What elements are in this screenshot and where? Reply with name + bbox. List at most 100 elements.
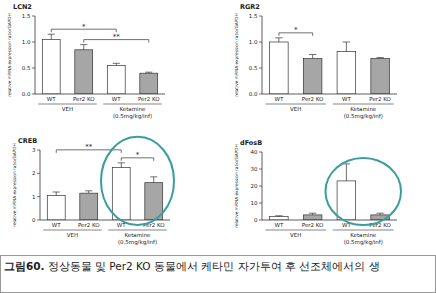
group-line: [108, 230, 167, 231]
group-label: Ketamine: [120, 106, 147, 112]
tick-label: 0.0: [22, 91, 31, 97]
group-label: VEH: [67, 232, 78, 238]
tick-label: 2: [32, 170, 36, 176]
highlight-ellipse: [101, 137, 174, 225]
tick-label: 1.5: [22, 13, 31, 19]
y-axis: [35, 16, 36, 94]
tick: [32, 42, 35, 43]
error-bar: [118, 163, 125, 168]
panel: LCN2relative mRNA expression ratio/GAPDH…: [7, 3, 165, 120]
error-bar: [376, 58, 383, 59]
tick-label: 0.0: [249, 91, 258, 97]
category-label: WT: [112, 96, 121, 102]
group-label: (0.5mg/kg/inf): [344, 113, 383, 120]
group-line: [43, 230, 102, 231]
bars: [42, 34, 157, 94]
bar: [371, 59, 390, 94]
bar: [270, 217, 289, 220]
tick: [259, 152, 262, 153]
bar: [140, 73, 158, 94]
error-bar: [376, 213, 383, 215]
group-label: Ketamine: [350, 106, 377, 112]
error-bar: [343, 42, 350, 51]
caption-label: 그림60.: [4, 260, 45, 272]
category-label: Per2 KO: [302, 222, 324, 228]
tick-label: 0: [32, 217, 36, 223]
group-label: VEH: [290, 106, 301, 112]
bars: [270, 164, 390, 220]
error-bar: [48, 34, 55, 39]
caption-box: [1, 256, 436, 293]
tick-label: 1.0: [22, 39, 31, 45]
tick-label: 10: [251, 200, 258, 206]
bar: [112, 168, 130, 221]
tick-label: 1.5: [249, 13, 258, 19]
error-bar: [343, 164, 350, 181]
x-axis: [262, 94, 397, 95]
title: dFosB: [240, 139, 262, 147]
bar: [107, 65, 125, 94]
tick: [37, 220, 40, 221]
tick: [259, 203, 262, 204]
figure: LCN2relative mRNA expression ratio/GAPDH…: [0, 0, 436, 293]
y-axis: [40, 150, 41, 220]
group-label: (0.5mg/kg/inf): [118, 239, 157, 246]
group-label: Ketamine: [125, 232, 152, 238]
error-bar: [275, 38, 282, 42]
caption-body: 정상동물 및 Per2 KO 동물에서 케타민 자가투여 후 선조체에서의 생: [48, 260, 380, 272]
tick: [37, 150, 40, 151]
significance-label: *: [136, 151, 140, 159]
group-label: (0.5mg/kg/inf): [344, 239, 383, 246]
group-label: Ketamine: [350, 232, 377, 238]
bar: [337, 181, 356, 220]
tick: [259, 16, 262, 17]
x-axis: [35, 94, 165, 95]
error-bar: [150, 177, 157, 183]
error-bar: [145, 72, 152, 73]
tick: [37, 173, 40, 174]
significance-label: *: [294, 26, 298, 34]
tick-label: 0.5: [249, 65, 258, 71]
significance-label: *: [82, 23, 86, 31]
category-label: WT: [274, 96, 283, 102]
group-line: [103, 104, 162, 105]
significance-label: **: [85, 143, 93, 151]
group-label: (0.5mg/kg/inf): [113, 113, 152, 120]
group-label: VEH: [62, 106, 73, 112]
caption: 그림60.정상동물 및 Per2 KO 동물에서 케타민 자가투여 후 선조체에…: [1, 256, 436, 293]
category-label: Per2 KO: [78, 222, 100, 228]
error-bar: [80, 45, 87, 50]
caption-text: 그림60.정상동물 및 Per2 KO 동물에서 케타민 자가투여 후 선조체에…: [4, 260, 380, 272]
tick: [37, 196, 40, 197]
tick: [259, 186, 262, 187]
title: RGR2: [240, 3, 260, 11]
tick-label: 30: [251, 166, 258, 172]
category-label: Per2 KO: [302, 96, 324, 102]
tick-label: 0: [254, 217, 258, 223]
panel: RGR2relative mRNA expression ratio/GAPDH…: [234, 3, 397, 120]
bars: [270, 38, 390, 94]
bar: [303, 215, 322, 220]
category-label: WT: [52, 222, 61, 228]
category-label: WT: [274, 222, 283, 228]
y-label: relative mRNA expression ratio/GAPDH: [234, 13, 239, 97]
tick: [259, 169, 262, 170]
bar: [270, 42, 289, 94]
bar: [42, 39, 60, 94]
x-axis: [40, 220, 170, 221]
error-bar: [113, 63, 120, 65]
group-line: [265, 104, 326, 105]
bar: [337, 51, 356, 94]
bar: [75, 50, 93, 94]
group-line: [265, 230, 326, 231]
y-label: relative mRNA expression ratio/GAPDH: [7, 13, 12, 97]
tick-label: 20: [251, 183, 258, 189]
bar: [303, 59, 322, 94]
tick: [259, 42, 262, 43]
group-line: [333, 230, 394, 231]
group-label: VEH: [290, 232, 301, 238]
bar: [47, 196, 65, 221]
x-axis: [262, 220, 397, 221]
category-label: Per2 KO: [369, 96, 391, 102]
y-label: relative mRNA expression ratio/GAPDH: [234, 144, 239, 228]
